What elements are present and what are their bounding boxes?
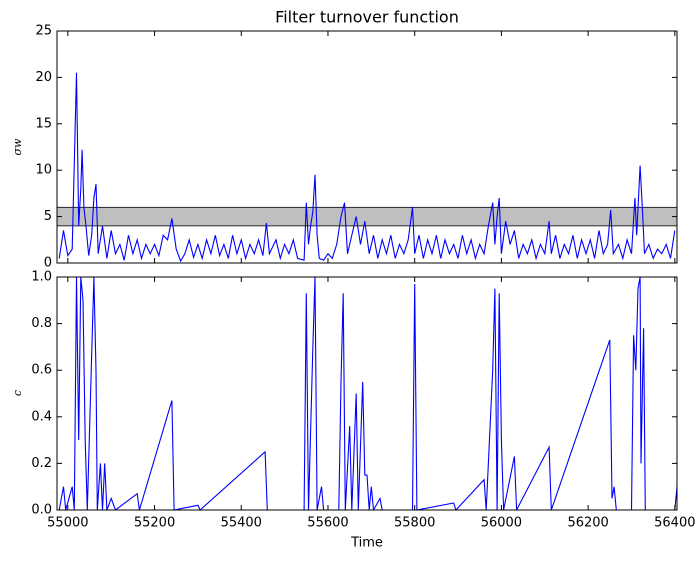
- x-tick-label: 55000: [47, 516, 88, 531]
- y-tick-label: 0: [44, 256, 52, 271]
- data-line: [58, 277, 677, 510]
- y-tick-label: 5: [44, 209, 52, 224]
- y-tick-label: 0.8: [31, 316, 52, 331]
- y-tick-label: 20: [35, 70, 52, 85]
- y-tick-label: 0.4: [31, 409, 52, 424]
- y-tick-label: 15: [35, 116, 52, 131]
- x-axis-label: Time: [350, 536, 383, 551]
- y-tick-label: 0.6: [31, 363, 52, 378]
- x-tick-label: 56000: [481, 516, 522, 531]
- y-tick-label: 10: [35, 163, 52, 178]
- y-tick-label: 0.0: [31, 503, 52, 518]
- x-tick-label: 56400: [654, 516, 695, 531]
- band: [56, 206, 678, 227]
- axes-frame: [56, 30, 678, 264]
- x-tick-label: 56200: [567, 516, 608, 531]
- y-tick-label: 0.2: [31, 456, 52, 471]
- data-line: [58, 72, 676, 263]
- axes-frame: [56, 276, 678, 511]
- x-tick-label: 55400: [221, 516, 262, 531]
- y-axis-label: c: [11, 390, 24, 396]
- x-tick-label: 55600: [307, 516, 348, 531]
- chart-title: Filter turnover function: [275, 8, 459, 27]
- x-tick-label: 55800: [394, 516, 435, 531]
- x-tick-label: 55200: [134, 516, 175, 531]
- y-tick-label: 25: [35, 24, 52, 39]
- y-tick-label: 1.0: [31, 270, 52, 285]
- y-axis-label: σw: [11, 138, 24, 156]
